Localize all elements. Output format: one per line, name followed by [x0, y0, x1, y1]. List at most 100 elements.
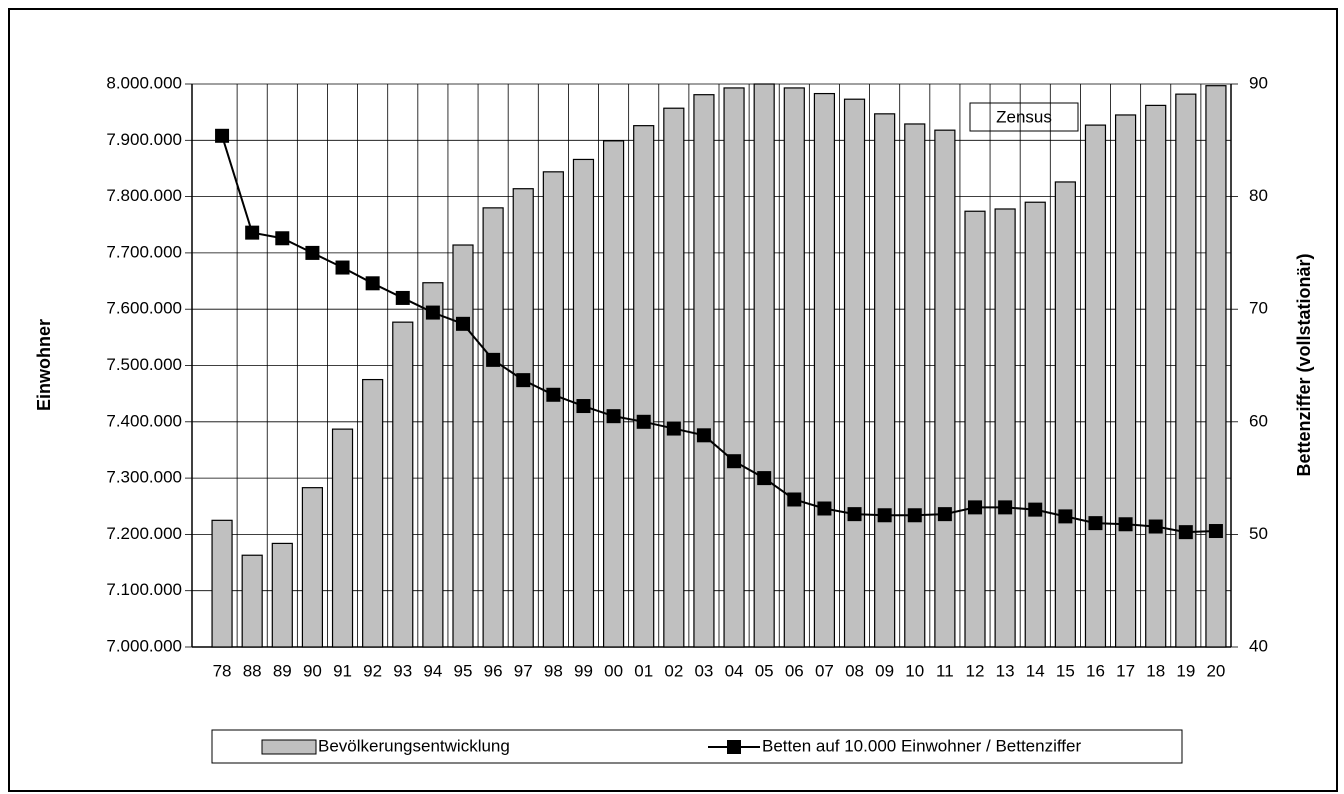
bar [904, 123, 926, 648]
marker [937, 507, 952, 522]
legend-swatch [261, 739, 317, 755]
marker [305, 245, 320, 260]
legend-label: Betten auf 10.000 Einwohner / Bettenziff… [762, 736, 1081, 755]
marker [666, 421, 681, 436]
bar [422, 282, 444, 648]
bar [1175, 93, 1197, 648]
x-tick-label: 17 [1116, 661, 1135, 680]
bar [542, 171, 564, 648]
marker [486, 352, 501, 367]
y-tick-label: 8.000.000 [106, 73, 182, 92]
bar [874, 113, 896, 648]
y-tick-label: 7.800.000 [106, 186, 182, 205]
bar [362, 378, 384, 648]
annotation: Zensus [996, 107, 1052, 126]
bar [783, 87, 805, 648]
x-tick-label: 98 [544, 661, 563, 680]
x-tick-label: 00 [604, 661, 623, 680]
y2-tick-label: 60 [1249, 411, 1268, 430]
legend-swatch-marker [727, 740, 741, 754]
bar [663, 107, 685, 648]
y-axis-label: Einwohner [34, 319, 54, 411]
marker [606, 409, 621, 424]
y-tick-label: 7.200.000 [106, 524, 182, 543]
line [221, 135, 1216, 534]
y-tick-label: 7.100.000 [106, 580, 182, 599]
legend-label: Bevölkerungsentwicklung [318, 736, 510, 755]
x-tick-label: 09 [875, 661, 894, 680]
y-tick-label: 7.500.000 [106, 355, 182, 374]
marker [727, 454, 742, 469]
marker [546, 387, 561, 402]
x-tick-label: 07 [815, 661, 834, 680]
x-tick-label: 12 [966, 661, 985, 680]
x-tick-label: 94 [423, 661, 442, 680]
marker [245, 225, 260, 240]
bar [452, 244, 474, 648]
x-tick-label: 01 [634, 661, 653, 680]
bar [1145, 104, 1167, 648]
bar [392, 321, 414, 648]
marker [1088, 516, 1103, 531]
bar [211, 519, 233, 648]
bar [301, 487, 324, 648]
marker [215, 128, 230, 143]
x-tick-label: 08 [845, 661, 864, 680]
x-tick-label: 02 [664, 661, 683, 680]
marker [1028, 502, 1043, 517]
marker [1148, 519, 1163, 534]
marker [817, 501, 832, 516]
marker [576, 399, 591, 414]
x-tick-label: 04 [725, 661, 744, 680]
x-tick-label: 13 [996, 661, 1015, 680]
x-tick-label: 90 [303, 661, 322, 680]
bar [994, 208, 1016, 648]
bar [241, 554, 263, 648]
bar [934, 129, 956, 648]
bar [331, 428, 354, 648]
x-tick-label: 78 [213, 661, 232, 680]
marker [1058, 509, 1073, 524]
x-tick-label: 18 [1146, 661, 1165, 680]
marker [847, 507, 862, 522]
bar [1084, 124, 1107, 648]
y-tick-label: 7.700.000 [106, 242, 182, 261]
bar [512, 188, 534, 648]
bar [482, 207, 504, 648]
bar [1205, 85, 1227, 648]
y2-tick-label: 70 [1249, 299, 1268, 318]
x-tick-label: 19 [1176, 661, 1195, 680]
y2-tick-label: 80 [1249, 186, 1268, 205]
marker [787, 492, 802, 507]
bar [843, 98, 866, 648]
y2-tick-label: 40 [1249, 636, 1268, 655]
x-tick-label: 20 [1206, 661, 1225, 680]
marker [395, 290, 410, 305]
marker [998, 500, 1013, 515]
x-tick-label: 89 [273, 661, 292, 680]
bar [964, 210, 986, 648]
bar [602, 140, 625, 648]
x-tick-label: 99 [574, 661, 593, 680]
bar [753, 83, 775, 648]
marker [636, 414, 651, 429]
y-tick-label: 7.400.000 [106, 411, 182, 430]
bar [813, 92, 836, 648]
marker [365, 276, 380, 291]
bar [633, 125, 655, 648]
marker [335, 260, 350, 275]
x-tick-label: 92 [363, 661, 382, 680]
x-tick-label: 06 [785, 661, 804, 680]
marker [516, 373, 531, 388]
marker [696, 428, 711, 443]
y-tick-label: 7.000.000 [106, 636, 182, 655]
bar [723, 87, 745, 648]
x-tick-label: 97 [514, 661, 533, 680]
x-tick-label: 16 [1086, 661, 1105, 680]
marker [757, 471, 772, 486]
bar [693, 94, 715, 648]
marker [1118, 517, 1133, 532]
x-tick-label: 10 [905, 661, 924, 680]
marker [275, 231, 290, 246]
